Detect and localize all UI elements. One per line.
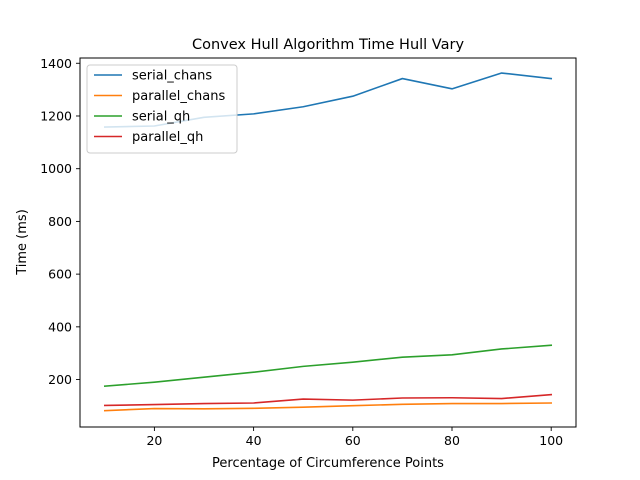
y-tick-label: 1400 — [40, 56, 72, 71]
x-tick-label: 80 — [444, 433, 460, 448]
legend-item: parallel_qh — [94, 130, 203, 145]
legend-item: serial_chans — [94, 69, 212, 84]
legend-label: serial_chans — [132, 69, 212, 84]
x-axis-label: Percentage of Circumference Points — [212, 456, 444, 471]
legend-box — [86, 64, 238, 154]
y-tick-label: 400 — [48, 319, 72, 334]
series-line-parallel-qh — [103, 393, 553, 407]
y-axis-label: Time (ms) — [15, 209, 30, 276]
x-tick-label: 100 — [539, 433, 563, 448]
legend: serial_chans parallel_chans serial_qhparal… — [86, 64, 238, 154]
y-tick-label: 800 — [48, 214, 72, 229]
x-tick-label: 20 — [146, 433, 162, 448]
y-tick-label: 1200 — [40, 108, 72, 123]
legend-label: parallel_chans — [132, 89, 225, 104]
legend-label: parallel_qh — [132, 130, 203, 145]
axes-frame — [79, 57, 577, 428]
legend-item: serial_qh — [94, 110, 190, 125]
x-tick-label: 60 — [345, 433, 361, 448]
x-axis-ticks: 20 40 60 80 100 — [146, 427, 563, 448]
y-tick-label: 200 — [48, 372, 72, 387]
legend-item: parallel_chans — [94, 89, 225, 104]
legend-label: serial_qh — [132, 110, 190, 125]
y-tick-label: 600 — [48, 267, 72, 282]
y-axis-ticks: 200 400 600 800 1000 1200 1400 — [40, 56, 80, 387]
x-tick-label: 40 — [246, 433, 262, 448]
y-tick-label: 1000 — [40, 161, 72, 176]
series-line-parallel-chans — [103, 402, 553, 412]
chart-title: Convex Hull Algorithm Time Hull Vary — [192, 37, 464, 53]
series-line-serial-qh — [103, 344, 553, 388]
